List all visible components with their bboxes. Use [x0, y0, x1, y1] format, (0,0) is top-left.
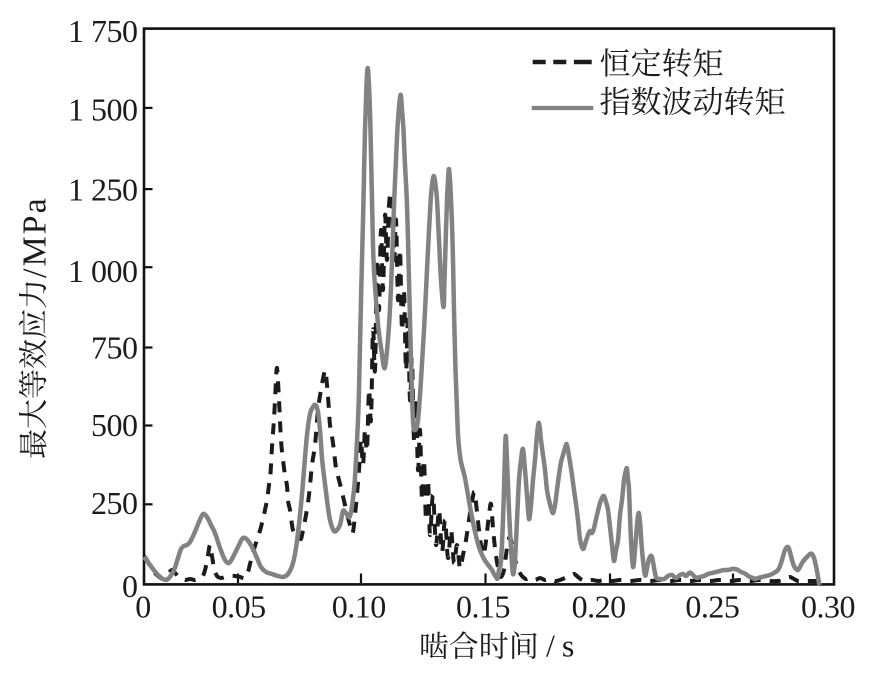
- svg-text:1 500: 1 500: [68, 92, 138, 128]
- svg-text:500: 500: [91, 407, 138, 443]
- svg-text:0.30: 0.30: [801, 588, 855, 624]
- svg-text:0: 0: [122, 568, 138, 604]
- svg-text:0.15: 0.15: [456, 588, 510, 624]
- svg-text:1 250: 1 250: [68, 172, 138, 208]
- svg-text:0.20: 0.20: [572, 588, 626, 624]
- svg-text:/MPa: /MPa: [17, 196, 54, 278]
- svg-text:0.10: 0.10: [332, 588, 386, 624]
- svg-text:1 750: 1 750: [68, 13, 138, 49]
- svg-text:0: 0: [135, 588, 151, 624]
- svg-text:250: 250: [91, 485, 138, 521]
- svg-text:0.05: 0.05: [212, 588, 266, 624]
- svg-text:1 000: 1 000: [68, 253, 138, 289]
- svg-text:/ s: / s: [546, 628, 574, 664]
- svg-text:0.25: 0.25: [685, 588, 739, 624]
- svg-text:750: 750: [91, 330, 138, 366]
